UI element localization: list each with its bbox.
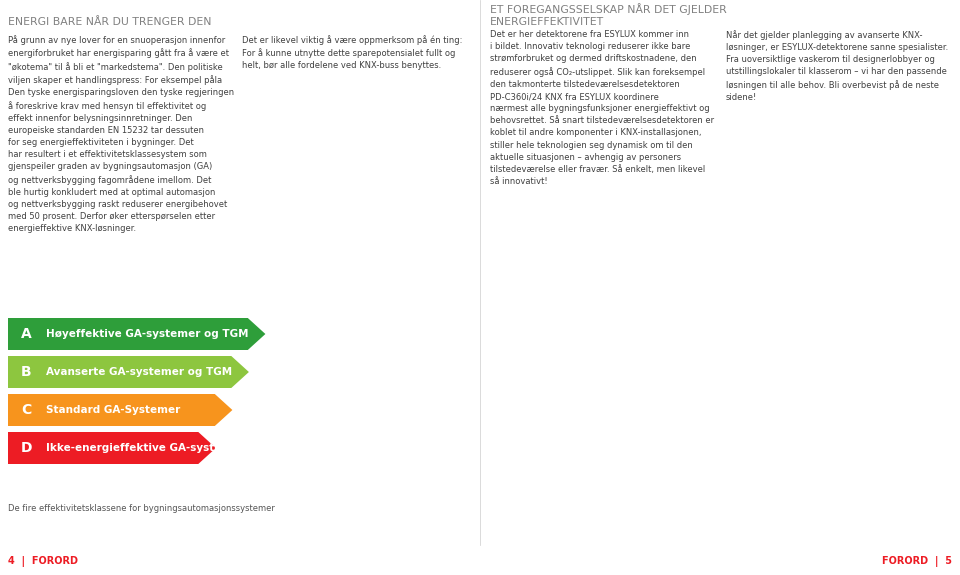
- Text: Ikke-energieffektive GA-systemer: Ikke-energieffektive GA-systemer: [46, 443, 245, 453]
- Text: A: A: [20, 327, 32, 341]
- Polygon shape: [8, 432, 216, 464]
- Text: D: D: [20, 441, 32, 455]
- Text: Når det gjelder planlegging av avanserte KNX-
løsninger, er ESYLUX-detektorene s: Når det gjelder planlegging av avanserte…: [726, 30, 948, 102]
- Text: B: B: [21, 365, 32, 379]
- Text: C: C: [21, 403, 31, 417]
- Polygon shape: [8, 356, 249, 388]
- Text: Det er her detektorene fra ESYLUX kommer inn
i bildet. Innovativ teknologi redus: Det er her detektorene fra ESYLUX kommer…: [490, 30, 714, 186]
- Text: ET FOREGANGSSELSKAP NÅR DET GJELDER
ENERGIEFFEKTIVITET: ET FOREGANGSSELSKAP NÅR DET GJELDER ENER…: [490, 3, 727, 27]
- Text: Avanserte GA-systemer og TGM: Avanserte GA-systemer og TGM: [46, 367, 232, 377]
- Text: De fire effektivitetsklassene for bygningsautomasjonssystemer: De fire effektivitetsklassene for bygnin…: [8, 504, 275, 513]
- Text: På grunn av nye lover for en snuoperasjon innenfor
energiforbruket har energispa: På grunn av nye lover for en snuoperasjo…: [8, 35, 234, 233]
- Text: Standard GA-Systemer: Standard GA-Systemer: [46, 405, 180, 415]
- Polygon shape: [8, 318, 265, 350]
- Text: FORORD  |  5: FORORD | 5: [882, 556, 952, 567]
- Polygon shape: [8, 394, 232, 426]
- Text: Høyeffektive GA-systemer og TGM: Høyeffektive GA-systemer og TGM: [46, 329, 249, 339]
- Text: ENERGI BARE NÅR DU TRENGER DEN: ENERGI BARE NÅR DU TRENGER DEN: [8, 17, 211, 27]
- Text: Det er likevel viktig å være oppmerksom på én ting:
For å kunne utnytte dette sp: Det er likevel viktig å være oppmerksom …: [242, 35, 463, 71]
- Text: 4  |  FORORD: 4 | FORORD: [8, 556, 78, 567]
